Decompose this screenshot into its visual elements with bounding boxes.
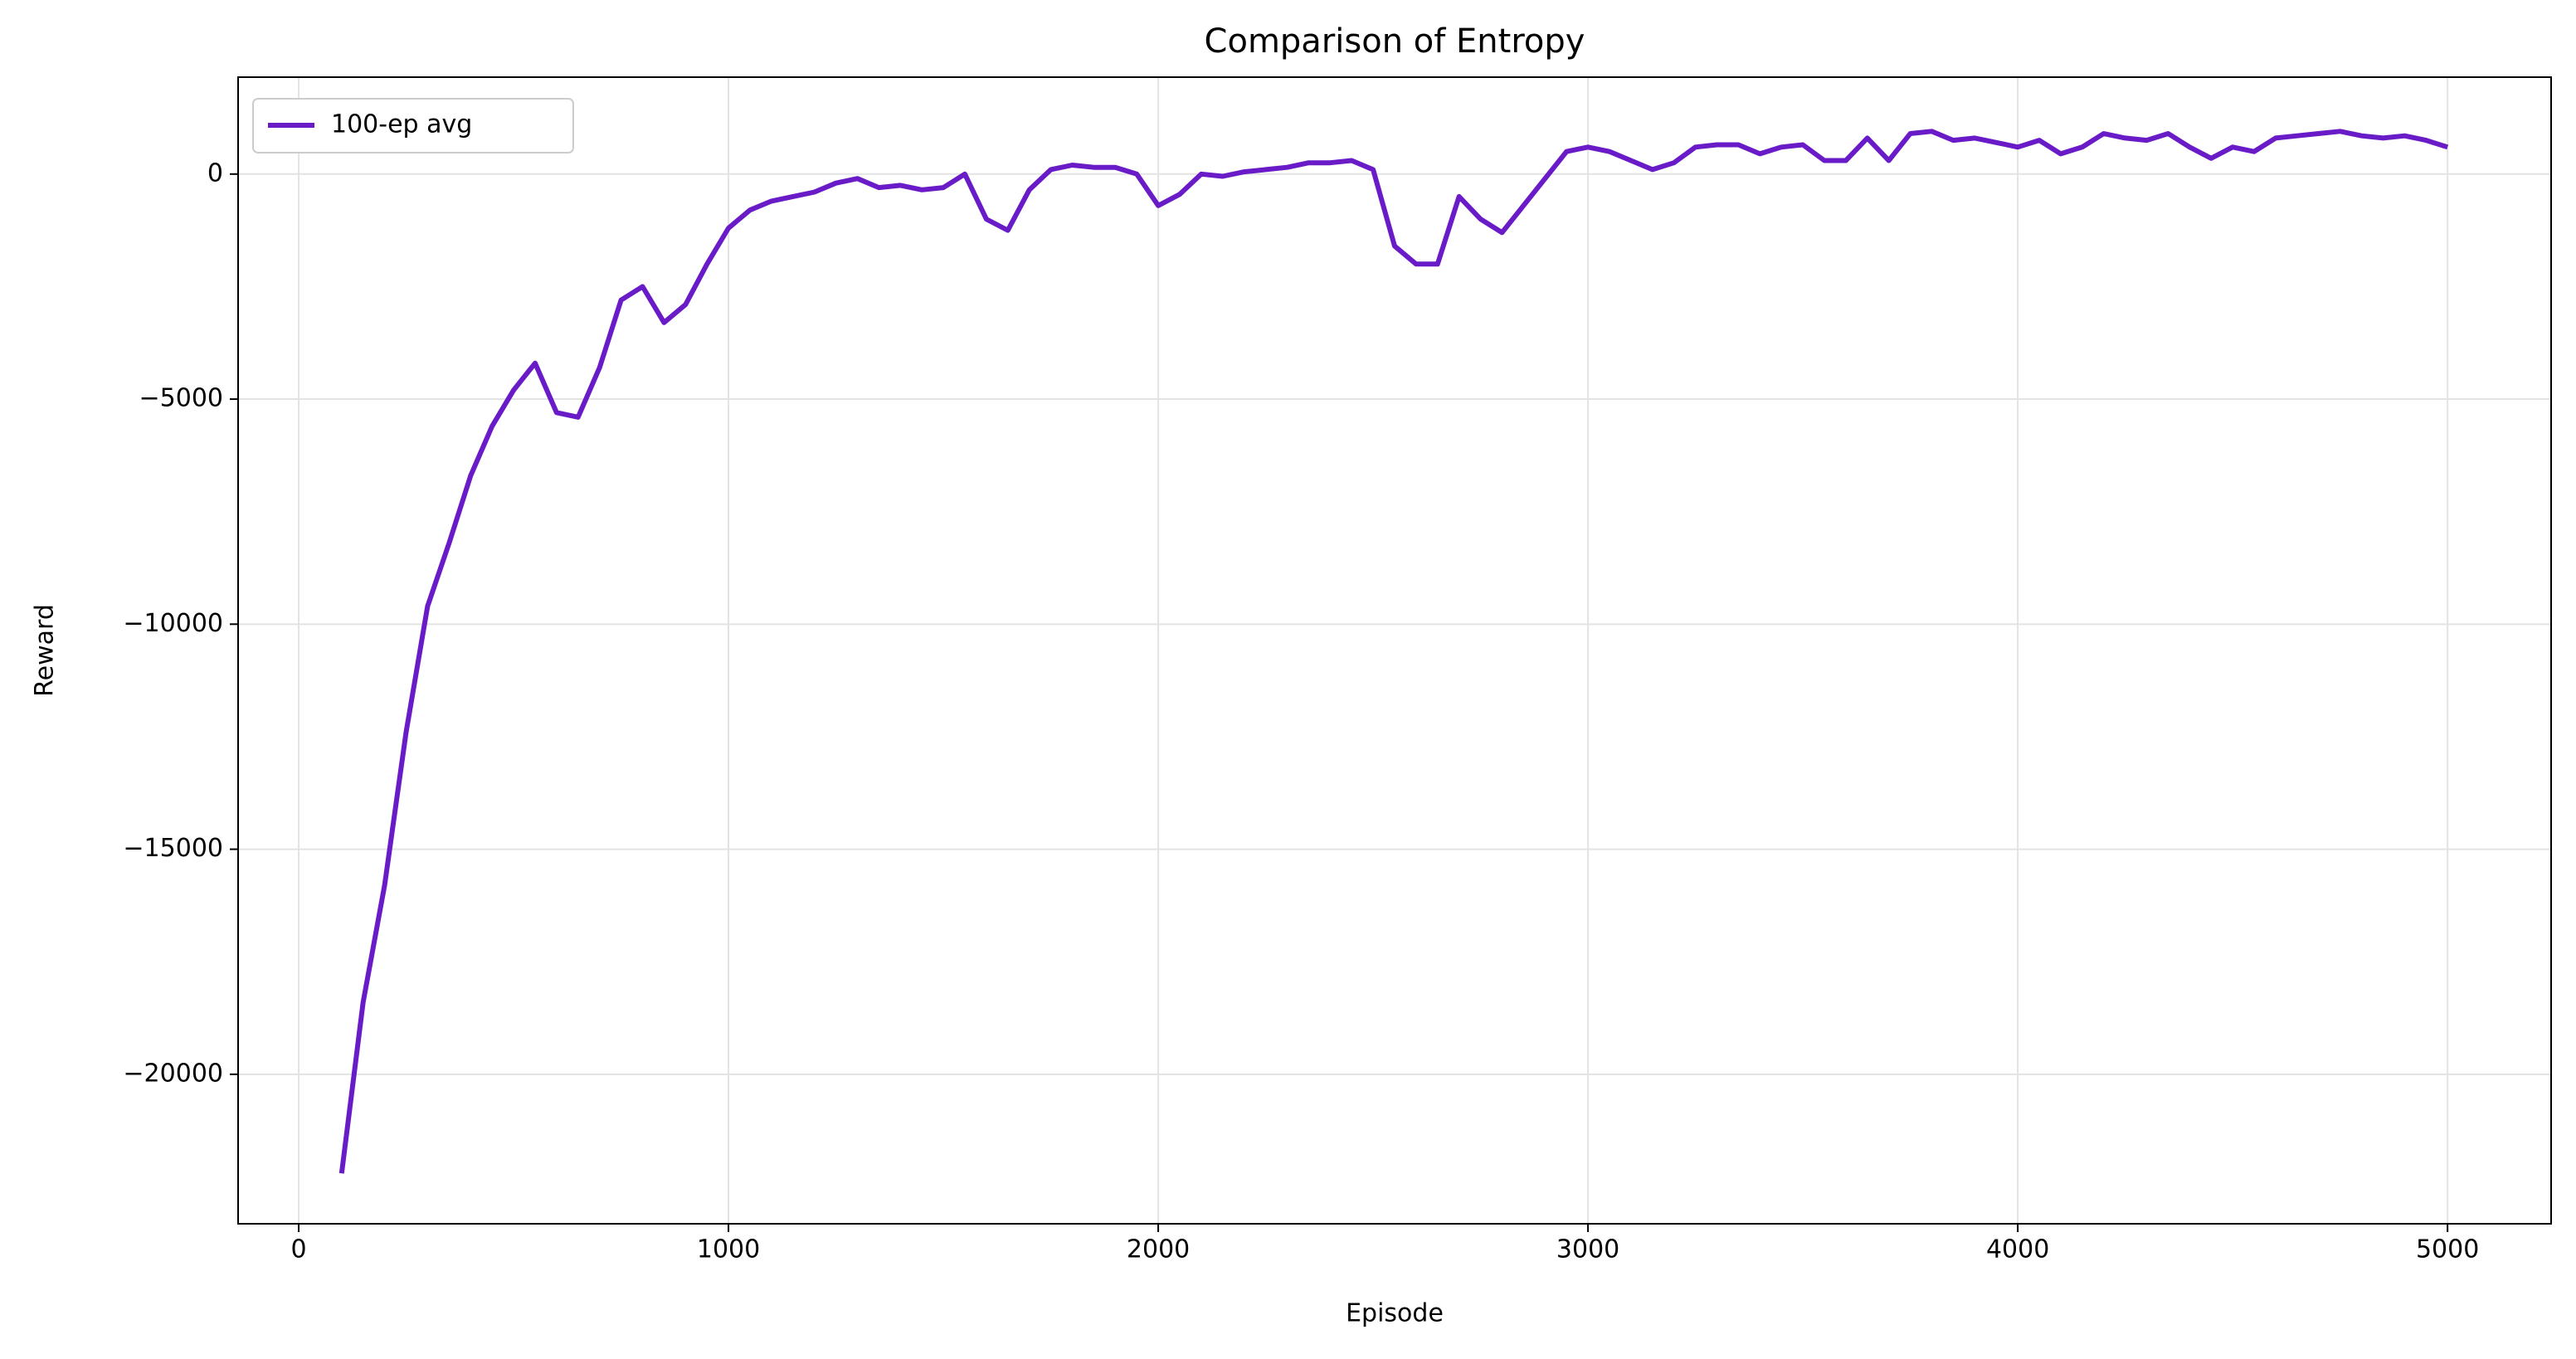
x-tick-label: 5000 [2416, 1235, 2479, 1264]
chart-title: Comparison of Entropy [1205, 22, 1585, 61]
legend-box [252, 98, 574, 153]
legend-label: 100-ep avg [331, 110, 472, 139]
y-axis-label: Reward [31, 604, 60, 697]
x-tick-label: 4000 [1986, 1235, 2049, 1264]
line-series [338, 129, 2449, 1174]
y-tick-label: −5000 [139, 384, 223, 413]
x-tick-label: 1000 [697, 1235, 760, 1264]
x-tick-label: 2000 [1127, 1235, 1190, 1264]
x-axis-label: Episode [1346, 1299, 1444, 1328]
y-tick-label: −15000 [123, 834, 223, 863]
y-tick-label: 0 [207, 158, 223, 188]
x-tick-label: 3000 [1556, 1235, 1619, 1264]
y-tick-label: −20000 [123, 1059, 223, 1088]
plot-frame [237, 76, 2552, 1225]
x-tick-label: 0 [290, 1235, 306, 1264]
y-tick-label: −10000 [123, 609, 223, 638]
